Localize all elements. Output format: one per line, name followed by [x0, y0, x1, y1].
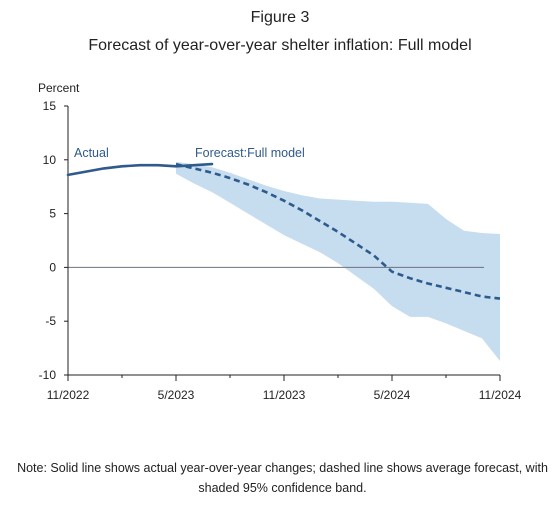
- y-tick-label: -5: [45, 314, 56, 328]
- label-layer: Actual Forecast:Full model: [74, 146, 305, 160]
- actual-line: [66, 162, 214, 177]
- y-tick-label: 10: [43, 153, 57, 167]
- actual-series-label: Actual: [74, 146, 109, 160]
- y-tick-label: 15: [43, 99, 57, 113]
- x-tick-label: 11/2023: [263, 388, 306, 402]
- y-tick-label: 5: [49, 207, 56, 221]
- x-tick-label: 11/2022: [47, 388, 90, 402]
- chart-title: Forecast of year-over-year shelter infla…: [88, 37, 472, 54]
- axis-layer: 15 10 5 0 -5 -10 Percent 11/2022 5/2023 11/2023 5/…: [38, 81, 522, 402]
- chart-note: Note: Solid line shows actual year-over-…: [17, 461, 548, 495]
- x-tick-label: 11/2024: [479, 388, 522, 402]
- y-tick-label: -10: [39, 368, 57, 382]
- x-tick-label: 5/2024: [374, 388, 411, 402]
- confidence-band: [176, 162, 500, 361]
- x-tick-label: 5/2023: [158, 388, 195, 402]
- series-layer: [66, 162, 501, 300]
- forecast-line: [175, 162, 501, 300]
- figure-label: Figure 3: [250, 9, 310, 26]
- confidence-band-layer: [176, 162, 500, 361]
- y-tick-label: 0: [49, 260, 56, 274]
- chart-canvas: 15 10 5 0 -5 -10 Percent 11/2022 5/2023 11/2023 5/…: [38, 81, 522, 402]
- y-axis-label: Percent: [38, 81, 80, 95]
- forecast-series-label: Forecast:Full model: [195, 146, 305, 160]
